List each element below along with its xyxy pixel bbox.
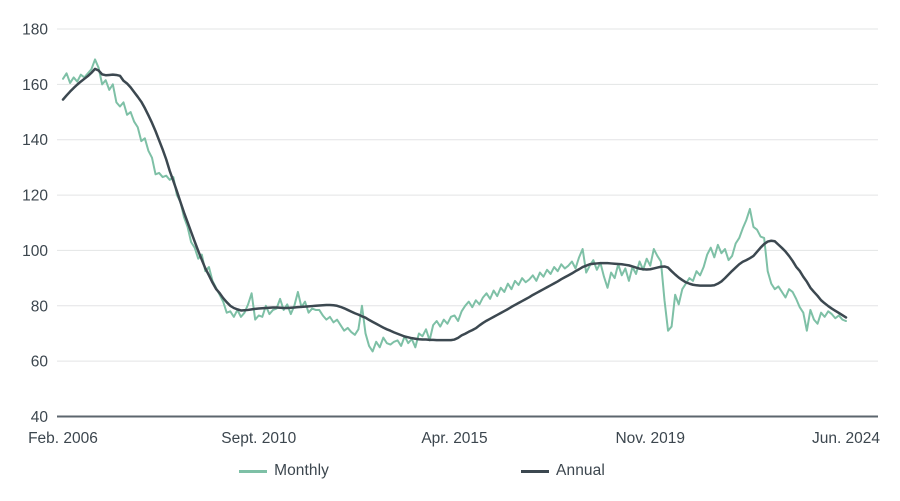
x-axis-tick-label-1: Feb. 2006	[28, 430, 98, 447]
legend-item-annual: Annual	[521, 462, 605, 480]
monthly-series-line	[62, 58, 847, 353]
y-axis-tick-label-40: 40	[31, 409, 49, 426]
y-axis-tick-label-80: 80	[31, 298, 49, 315]
y-axis-tick-label-140: 140	[22, 132, 48, 149]
annual-legend-swatch-icon	[521, 469, 550, 473]
x-axis-tick-label-2: Sept. 2010	[221, 430, 296, 447]
y-axis-tick-label-160: 160	[22, 77, 48, 94]
y-axis-tick-label-60: 60	[31, 354, 49, 371]
x-axis-tick-label-3: Apr. 2015	[421, 430, 487, 447]
legend-label-annual: Annual	[556, 462, 605, 479]
monthly-legend-swatch-icon	[239, 469, 268, 473]
y-axis-tick-label-180: 180	[22, 22, 48, 39]
legend-label-monthly: Monthly	[274, 462, 330, 479]
x-axis-tick-label-5: Jun. 2024	[812, 430, 880, 447]
x-axis-tick-label-4: Nov. 2019	[615, 430, 685, 447]
legend-item-monthly: Monthly	[239, 462, 329, 480]
annual-series-line	[61, 67, 848, 342]
chart-legend: Monthly Annual	[0, 462, 872, 480]
y-axis-tick-label-120: 120	[22, 188, 48, 205]
y-axis-tick-label-100: 100	[22, 243, 48, 260]
